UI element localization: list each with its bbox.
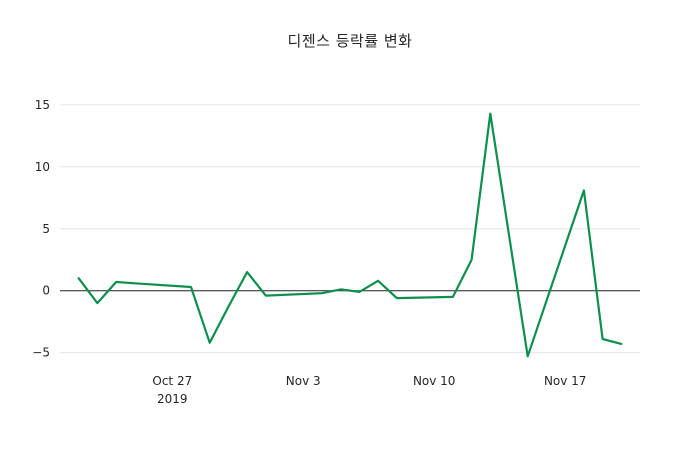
y-tick-label: −5 (32, 346, 50, 360)
x-tick-label: Oct 27 (152, 374, 192, 388)
y-tick-label: 5 (42, 222, 50, 236)
x-tick-label: Nov 17 (544, 374, 587, 388)
y-tick-label: 0 (42, 284, 50, 298)
x-tick-label: Nov 10 (413, 374, 456, 388)
y-tick-label: 10 (35, 160, 50, 174)
x-tick-label: Nov 3 (286, 374, 321, 388)
chart-title: 디젠스 등락률 변화 (287, 32, 413, 50)
y-tick-label: 15 (35, 98, 50, 112)
x-tick-sublabel: 2019 (157, 392, 188, 406)
series-line (77, 112, 623, 358)
